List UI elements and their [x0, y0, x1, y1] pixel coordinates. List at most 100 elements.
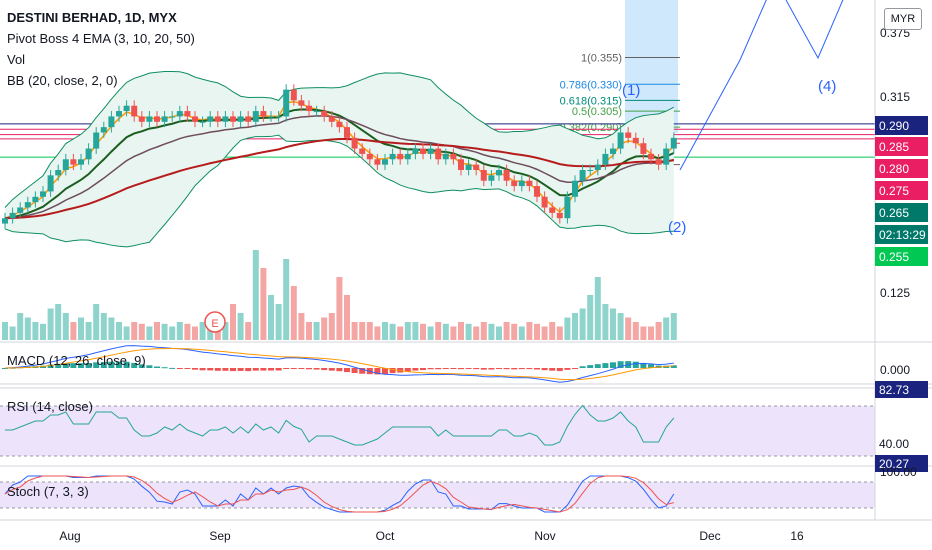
macd-histogram-bar	[351, 368, 358, 374]
candle-body	[617, 132, 624, 149]
candle-body	[518, 180, 525, 187]
candle-body	[359, 148, 366, 154]
candle-body	[480, 170, 487, 181]
macd-histogram-bar	[511, 368, 518, 370]
volume-bar	[625, 317, 632, 340]
macd-histogram-bar	[602, 363, 609, 368]
volume-bar	[40, 323, 46, 340]
macd-histogram-bar	[184, 368, 191, 369]
rsi-label[interactable]: RSI (14, close)	[7, 399, 93, 414]
candle-body	[473, 164, 480, 170]
macd-label[interactable]: MACD (12, 26, close, 9)	[7, 353, 146, 368]
candle-body	[237, 116, 244, 122]
macd-histogram-bar	[435, 368, 442, 370]
macd-histogram-bar	[670, 365, 677, 368]
macd-pane[interactable]	[2, 345, 677, 383]
macd-histogram-bar	[503, 368, 510, 370]
volume-bar	[564, 317, 571, 340]
candle-body	[587, 170, 594, 171]
macd-histogram-bar	[404, 368, 411, 372]
candle-body	[404, 153, 411, 160]
volume-bar	[465, 323, 472, 340]
candle-body	[131, 105, 138, 117]
price-tag-text: 0.285	[879, 140, 909, 154]
x-axis-tick: Nov	[534, 529, 555, 543]
volume-bar	[222, 322, 229, 340]
price-tag-bg	[875, 203, 928, 222]
currency-button[interactable]: MYR	[884, 8, 922, 30]
vol-legend[interactable]: Vol	[7, 52, 26, 67]
y-axis-tick: 0.315	[880, 90, 910, 104]
macd-histogram-bar	[245, 368, 252, 372]
volume-bar	[290, 286, 297, 340]
candle-body	[397, 153, 404, 160]
rsi-tick: 20.27	[879, 457, 909, 471]
candle-body	[442, 153, 449, 160]
candle-body	[108, 116, 115, 128]
ema-legend[interactable]: Pivot Boss 4 EMA (3, 10, 20, 50)	[7, 31, 195, 46]
price-tag: 0.290	[875, 116, 928, 135]
event-marker-label: E	[211, 318, 218, 330]
candle-body	[458, 159, 464, 170]
volume-bar	[184, 323, 191, 340]
volume-bar	[9, 326, 16, 340]
volume-bar	[252, 250, 259, 340]
volume-bar	[313, 322, 320, 340]
volume-bar	[389, 323, 396, 340]
symbol-title[interactable]: DESTINI BERHAD, 1D, MYX	[7, 10, 177, 25]
price-pane[interactable]: 1(0.355) 0.786(0.330) 0.618(0.315)0.5(0.30…	[0, 0, 875, 340]
rsi-tag-bg	[875, 381, 928, 398]
x-axis-tick: Sep	[209, 529, 231, 543]
candle-body	[610, 148, 616, 154]
stoch-tick: 100.00	[880, 465, 917, 479]
macd-histogram-bar	[328, 368, 335, 371]
price-tag-bg	[875, 116, 928, 135]
volume-bar	[663, 317, 670, 340]
bb-legend[interactable]: BB (20, close, 2, 0)	[7, 73, 118, 88]
candle-body	[275, 116, 282, 118]
macd-histogram-bar	[640, 362, 647, 368]
candle-body	[290, 89, 297, 101]
macd-histogram-bar	[321, 368, 328, 371]
candle-body	[252, 111, 259, 122]
candle-body	[176, 111, 183, 117]
volume-bar	[511, 323, 518, 340]
volume-bar	[351, 322, 358, 340]
macd-histogram-bar	[534, 368, 540, 370]
volume-bar	[602, 304, 609, 340]
volume-bar	[176, 322, 183, 340]
volume-bar	[146, 326, 153, 340]
volume-bar	[230, 304, 236, 340]
candle-body	[298, 100, 305, 106]
macd-histogram-bar	[169, 367, 176, 369]
macd-histogram-bar	[268, 368, 274, 371]
candle-body	[47, 175, 54, 192]
candle-body	[245, 116, 252, 122]
rsi-tick: 40.00	[879, 437, 909, 451]
candle-body	[450, 153, 457, 160]
macd-histogram-bar	[306, 368, 312, 370]
price-tag-bg	[875, 181, 928, 200]
rsi-pane[interactable]	[0, 404, 875, 457]
wave-label: (1)	[622, 82, 640, 99]
macd-histogram-bar	[100, 362, 107, 368]
candle-body	[85, 148, 92, 160]
stoch-pane[interactable]	[0, 475, 875, 513]
macd-histogram-bar	[290, 368, 297, 369]
macd-histogram-bar	[116, 361, 122, 368]
macd-histogram-bar	[549, 368, 556, 371]
stoch-label[interactable]: Stoch (7, 3, 3)	[7, 484, 89, 499]
macd-histogram-bar	[412, 368, 419, 371]
candle-body	[655, 159, 662, 165]
macd-histogram-bar	[442, 368, 449, 369]
candle-body	[313, 111, 320, 113]
price-tag-text: 02:13:29	[879, 228, 926, 242]
volume-bar	[123, 326, 130, 340]
candle-body	[62, 159, 69, 170]
volume-bar	[2, 322, 8, 340]
volume-bar	[648, 326, 654, 340]
volume-bar	[108, 317, 115, 340]
rsi-band	[0, 406, 875, 456]
macd-signal-line	[4, 348, 674, 381]
